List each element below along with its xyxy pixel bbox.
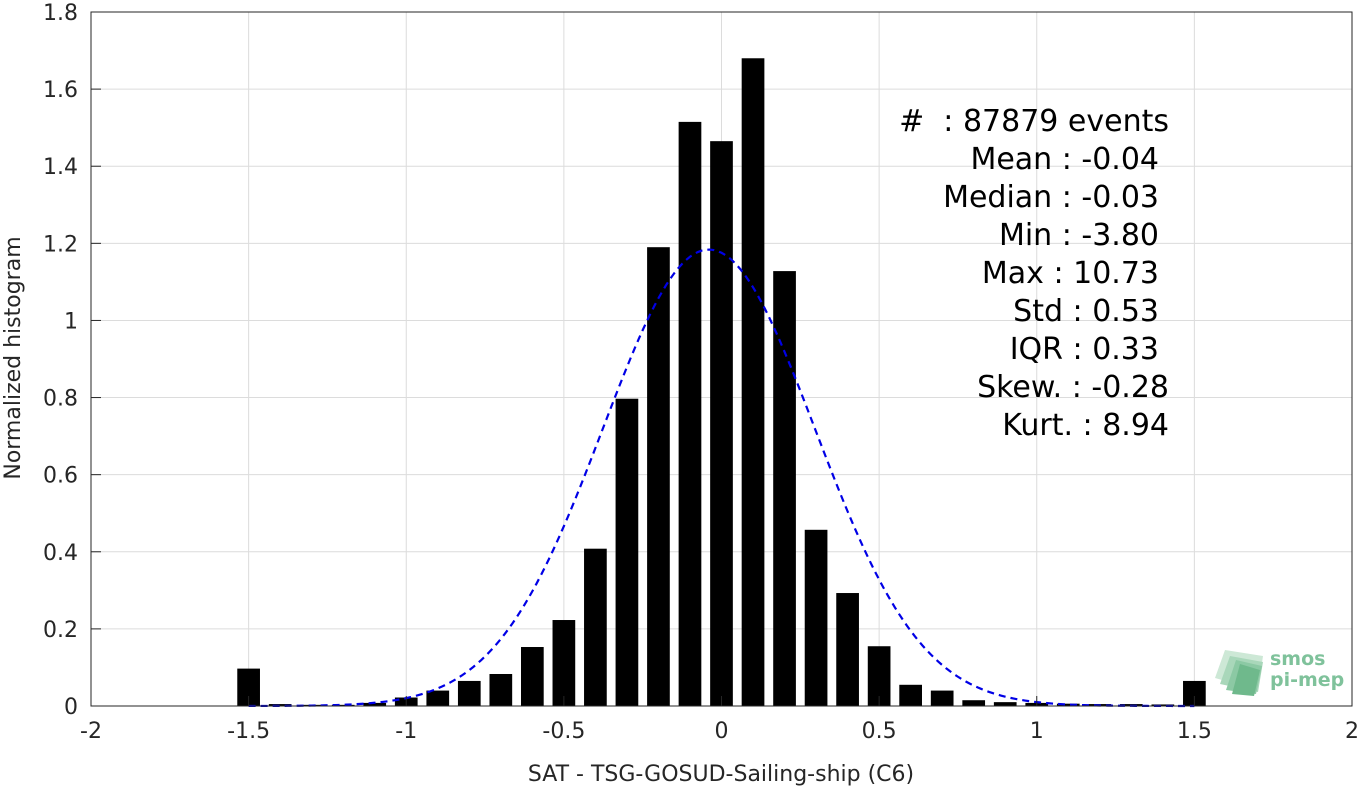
histogram-bar [521, 647, 544, 706]
histogram-bar [1183, 680, 1206, 706]
x-tick-label: -1 [395, 719, 417, 744]
stat-mean: Mean : -0.04 [970, 142, 1159, 177]
stat-min: Min : -3.80 [999, 218, 1159, 253]
histogram-bar [615, 398, 639, 706]
y-tick-label: 1.2 [43, 232, 78, 257]
histogram-bar [552, 620, 576, 706]
histogram-bar [457, 680, 481, 706]
histogram-bar [426, 690, 450, 706]
stat-kurtosis: Kurt. : 8.94 [1002, 408, 1169, 443]
histogram-bar [584, 548, 607, 706]
histogram-bar [363, 702, 387, 706]
x-tick-label: -0.5 [542, 719, 585, 744]
x-tick-label: 1.5 [1177, 719, 1212, 744]
histogram-bar [489, 673, 513, 706]
histogram-bar [647, 247, 670, 706]
histogram-bar [930, 690, 954, 706]
statistics-box: # : 87879 events Mean : -0.04 Median : -… [899, 104, 1169, 443]
histogram-bar [678, 121, 702, 707]
logo-text-smos: smos [1270, 648, 1325, 670]
histogram-bar [773, 271, 796, 706]
histogram-bar [741, 58, 765, 707]
x-tick-labels: -2 -1.5 -1 -0.5 0 0.5 1 1.5 2 [80, 719, 1359, 744]
y-axis-title: Normalized histogram [1, 236, 26, 479]
y-tick-label: 0.8 [43, 387, 78, 412]
logo-text-pi-mep: pi-mep [1270, 669, 1344, 691]
histogram-bar [993, 702, 1017, 706]
smos-pi-mep-logo: smos pi-mep [1215, 648, 1344, 696]
y-tick-label: 0.2 [43, 618, 78, 643]
y-tick-label: 1.6 [43, 78, 78, 103]
histogram-bar [1151, 704, 1175, 706]
x-tick-label: 2 [1345, 719, 1359, 744]
histogram-bar [867, 646, 891, 706]
histogram-bar [804, 529, 828, 706]
histogram-bar [899, 684, 922, 706]
histogram-bar [710, 141, 733, 706]
histogram-bar [962, 700, 986, 706]
y-tick-label: 0.4 [43, 541, 78, 566]
x-tick-label: 1 [1030, 719, 1044, 744]
x-tick-label: -1.5 [227, 719, 270, 744]
stat-skewness: Skew. : -0.28 [977, 370, 1169, 405]
x-tick-label: 0.5 [862, 719, 897, 744]
axis-ticks [90, 11, 1353, 707]
y-tick-label: 1.8 [43, 1, 78, 26]
stat-max: Max : 10.73 [982, 256, 1159, 291]
x-tick-label: 0 [715, 719, 729, 744]
histogram-bar [268, 704, 292, 706]
histogram-bar [331, 704, 355, 706]
stat-median: Median : -0.03 [943, 180, 1159, 215]
histogram-bar [1056, 703, 1080, 706]
histogram-bar [237, 668, 260, 706]
y-tick-label: 0 [64, 695, 78, 720]
y-tick-label: 0.6 [43, 464, 78, 489]
stat-events: # : 87879 events [899, 104, 1169, 139]
x-axis-title: SAT - TSG-GOSUD-Sailing-ship (C6) [528, 762, 914, 786]
histogram-bars [237, 58, 1206, 707]
y-tick-label: 1.4 [43, 155, 78, 180]
y-tick-label: 1 [64, 309, 78, 334]
y-tick-labels: 0 0.2 0.4 0.6 0.8 1 1.2 1.4 1.6 1.8 [43, 1, 78, 720]
stat-std: Std : 0.53 [1013, 294, 1159, 329]
histogram-bar [836, 593, 859, 706]
x-tick-label: -2 [80, 719, 102, 744]
logo-waves-icon [1215, 650, 1263, 696]
stat-iqr: IQR : 0.33 [1010, 332, 1159, 367]
